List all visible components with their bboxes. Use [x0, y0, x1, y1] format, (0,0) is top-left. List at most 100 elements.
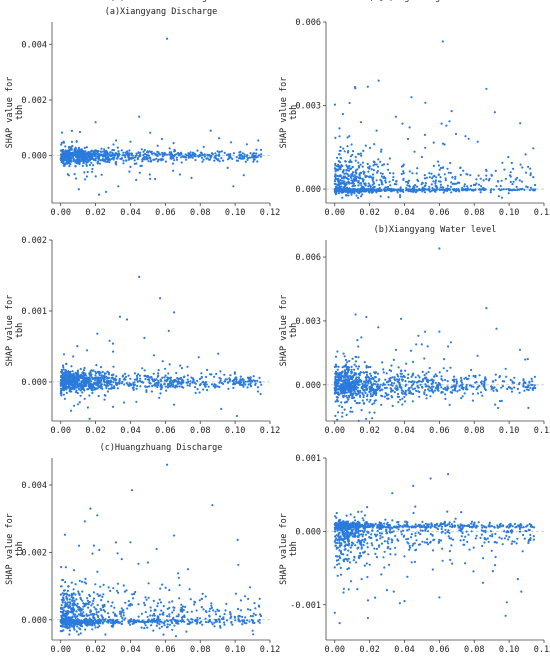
data-point — [73, 383, 76, 386]
data-point — [65, 597, 68, 600]
data-point — [110, 377, 113, 380]
data-point — [90, 604, 93, 607]
data-point — [202, 388, 205, 391]
data-point — [217, 158, 220, 161]
data-point — [73, 173, 76, 176]
data-point — [362, 402, 366, 405]
data-point — [494, 373, 497, 376]
data-point — [246, 376, 250, 379]
data-point — [143, 627, 146, 630]
data-point — [86, 620, 89, 623]
data-point — [409, 190, 412, 193]
data-point — [103, 610, 106, 613]
data-point — [516, 189, 519, 192]
data-point — [454, 384, 457, 387]
data-point — [135, 374, 139, 377]
data-point — [81, 580, 84, 583]
data-point — [430, 172, 433, 175]
data-point — [386, 163, 389, 166]
data-point — [504, 367, 507, 370]
data-point — [350, 173, 353, 176]
data-point — [400, 389, 403, 392]
data-point — [357, 345, 360, 348]
data-point — [481, 187, 484, 190]
data-point — [162, 613, 165, 616]
data-point — [203, 155, 206, 158]
data-point — [125, 382, 128, 385]
data-point — [106, 157, 109, 161]
data-point — [91, 157, 95, 161]
data-point — [73, 381, 76, 384]
data-point — [349, 382, 352, 385]
data-point — [355, 172, 358, 175]
data-point — [423, 392, 426, 395]
data-point — [344, 160, 347, 163]
x-tick-label: 0.06 — [155, 426, 175, 436]
data-point — [210, 373, 213, 376]
data-point — [102, 608, 105, 612]
data-point — [145, 390, 148, 393]
data-point — [380, 182, 383, 186]
data-point — [372, 169, 375, 172]
data-point — [343, 186, 346, 189]
data-point — [210, 606, 213, 610]
data-point — [376, 383, 379, 386]
data-point — [156, 622, 159, 625]
data-point — [336, 375, 339, 378]
data-point — [60, 374, 63, 377]
data-point — [410, 96, 413, 99]
data-point — [140, 148, 143, 151]
data-point — [61, 607, 64, 610]
data-point — [521, 166, 524, 169]
data-point — [390, 395, 393, 398]
data-point — [449, 341, 452, 344]
data-point — [218, 385, 221, 389]
data-point — [388, 377, 391, 380]
data-point — [337, 365, 340, 368]
data-point — [256, 390, 260, 393]
data-point — [88, 394, 91, 397]
x-tick-label: 0.08 — [464, 208, 484, 218]
data-point — [252, 156, 255, 159]
data-point — [405, 188, 408, 191]
data-point — [508, 174, 511, 177]
data-point — [97, 158, 100, 161]
data-point — [246, 158, 249, 161]
data-point — [73, 378, 76, 381]
data-point — [129, 384, 133, 387]
data-point — [366, 398, 369, 401]
data-point — [74, 165, 77, 168]
data-point — [200, 372, 203, 375]
data-point — [231, 157, 234, 160]
data-point — [244, 595, 247, 598]
panel-title-e: (e)Xiantao Discharge — [110, 0, 212, 3]
data-point — [346, 361, 349, 364]
data-point — [62, 594, 65, 597]
data-point — [342, 395, 345, 398]
data-point — [448, 120, 451, 123]
data-point — [137, 373, 140, 376]
data-point — [425, 176, 428, 179]
data-point — [156, 144, 159, 147]
data-point — [237, 617, 240, 621]
data-point — [339, 190, 342, 193]
data-point — [82, 379, 85, 383]
data-point — [157, 372, 160, 375]
data-point — [197, 356, 200, 359]
data-point — [168, 384, 171, 387]
data-point — [336, 368, 339, 371]
data-point — [530, 377, 533, 380]
data-point — [238, 154, 241, 157]
data-point — [372, 388, 375, 391]
data-point — [90, 388, 93, 392]
data-point — [467, 377, 470, 380]
data-point — [447, 171, 450, 174]
data-point — [75, 161, 78, 164]
data-point — [439, 180, 442, 183]
data-point — [112, 143, 115, 146]
data-point — [353, 383, 356, 386]
data-point — [86, 406, 89, 409]
data-point — [364, 391, 367, 394]
data-point — [142, 153, 145, 156]
data-point — [179, 156, 183, 159]
